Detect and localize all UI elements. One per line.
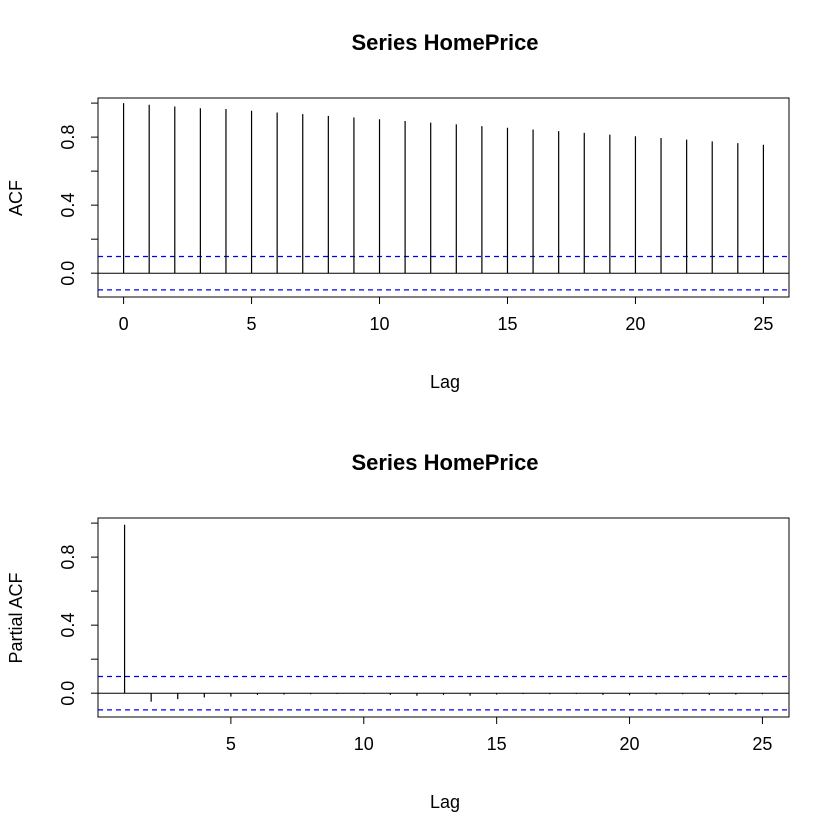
acf-y-axis-label: ACF bbox=[6, 180, 26, 216]
acf-x-tick-label: 5 bbox=[247, 314, 257, 334]
acf-x-tick-label: 0 bbox=[119, 314, 129, 334]
pacf-y-tick-label: 0.4 bbox=[58, 613, 78, 638]
acf-x-tick-label: 20 bbox=[625, 314, 645, 334]
pacf-x-tick-label: 15 bbox=[487, 734, 507, 754]
pacf-y-tick-label: 0.0 bbox=[58, 681, 78, 706]
acf-marks: 0 5 10 15 20 25 0.0 0.4 0.8 bbox=[58, 102, 789, 334]
pacf-x-tick-label: 25 bbox=[752, 734, 772, 754]
acf-y-tick-label: 0.0 bbox=[58, 261, 78, 286]
pacf-plot-frame bbox=[97, 517, 790, 718]
acf-x-tick-label: 15 bbox=[497, 314, 517, 334]
pacf-y-tick-label: 0.8 bbox=[58, 545, 78, 570]
pacf-x-axis-label: Lag bbox=[430, 792, 460, 812]
acf-y-tick-label: 0.8 bbox=[58, 125, 78, 150]
pacf-panel: Series HomePrice Lag Partial ACF 5 10 15 20… bbox=[6, 450, 790, 812]
pacf-title: Series HomePrice bbox=[351, 450, 538, 475]
acf-panel: Series HomePrice Lag ACF 0 5 10 15 20 25 0.0 0.… bbox=[6, 30, 790, 392]
pacf-marks: 5 10 15 20 25 0.0 0.4 0.8 bbox=[58, 522, 789, 754]
acf-x-tick-label: 25 bbox=[753, 314, 773, 334]
pacf-x-tick-label: 10 bbox=[354, 734, 374, 754]
pacf-x-tick-label: 20 bbox=[620, 734, 640, 754]
acf-title: Series HomePrice bbox=[351, 30, 538, 55]
acf-x-axis-label: Lag bbox=[430, 372, 460, 392]
acf-y-tick-label: 0.4 bbox=[58, 193, 78, 218]
acf-x-tick-label: 10 bbox=[370, 314, 390, 334]
acf-plot-frame bbox=[97, 97, 790, 298]
pacf-x-tick-label: 5 bbox=[226, 734, 236, 754]
pacf-y-axis-label: Partial ACF bbox=[6, 572, 26, 663]
